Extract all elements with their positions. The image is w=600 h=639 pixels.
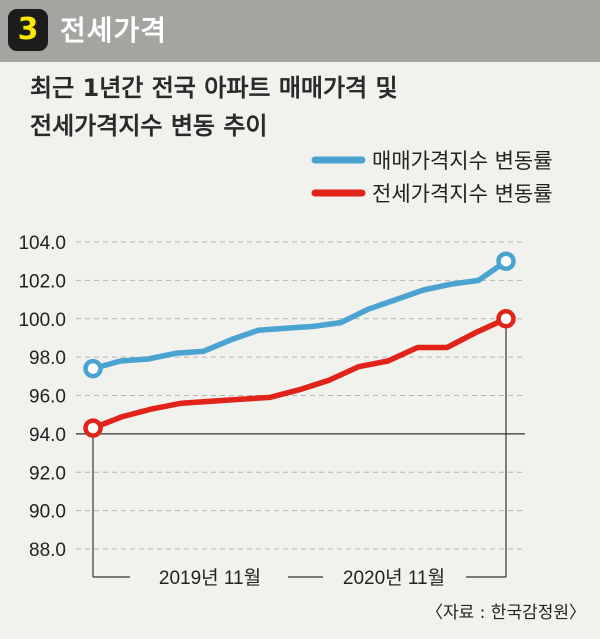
y-tick-label: 94.0 [29,425,66,446]
source-note: 〈자료 : 한국감정원〉 [425,603,586,623]
y-tick-label: 98.0 [29,348,66,369]
data-point [83,418,103,438]
x-tick-label: 2019년 11월 [159,567,261,589]
x-tick-label: 2020년 11월 [343,567,445,589]
legend-label: 전세가격지수 변동률 [372,182,553,206]
series-line [90,258,509,372]
section-number-badge: 3 [8,9,48,51]
y-tick-label: 90.0 [29,502,66,523]
data-point [83,358,103,379]
section-title: 전세가격 [60,14,168,47]
legend-label: 매매가격지수 변동률 [372,149,553,173]
chart-title-line-2: 전세가격지수 변동 추이 [30,112,268,140]
y-tick-label: 102.0 [18,271,66,292]
data-point [496,309,516,329]
chart-title-line-1: 최근 1년간 전국 아파트 매매가격 및 [30,74,398,102]
section-number: 3 [17,12,39,47]
y-tick-label: 96.0 [29,387,66,408]
series-line [90,316,509,431]
data-point [496,251,516,271]
y-tick-label: 104.0 [18,233,66,254]
y-tick-label: 92.0 [29,463,66,484]
y-tick-label: 100.0 [18,310,66,331]
section-header: 3 전세가격 [0,0,600,62]
y-tick-label: 88.0 [29,540,66,561]
